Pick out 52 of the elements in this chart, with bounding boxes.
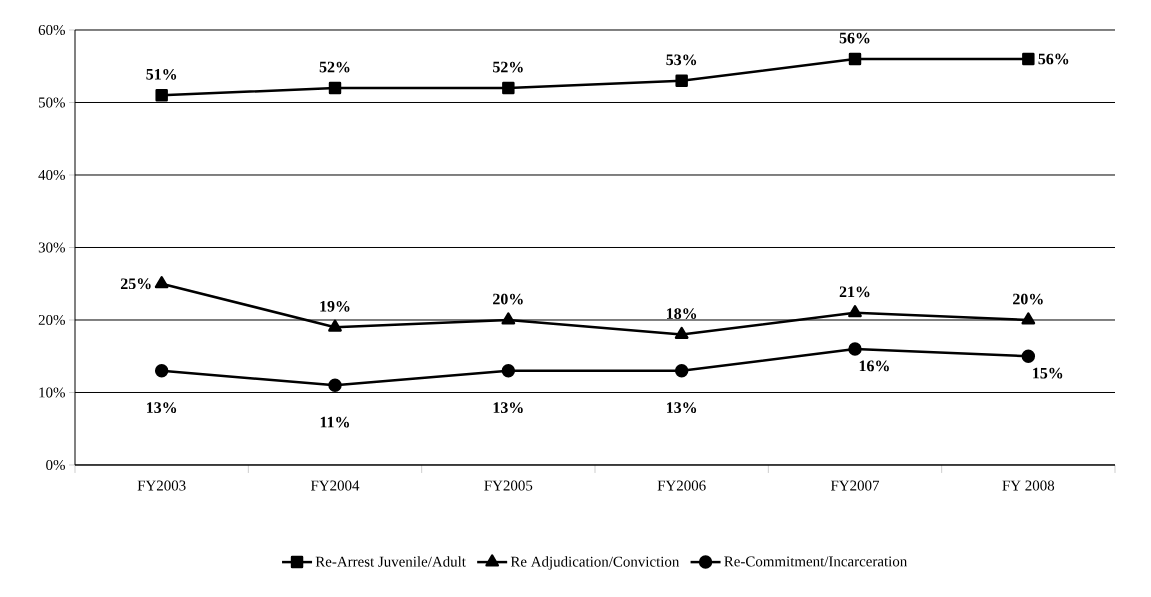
y-tick-label: 30% [38, 242, 65, 253]
x-tick-label: FY2006 [657, 480, 706, 491]
point [848, 305, 862, 318]
point [675, 74, 688, 87]
data-label: 16% [859, 360, 889, 372]
x-tick-label: FY2007 [830, 480, 880, 491]
point [155, 89, 168, 102]
point [328, 81, 342, 95]
point [154, 364, 169, 378]
data-label: 11% [320, 416, 350, 428]
data-label: 19% [320, 300, 350, 312]
point [502, 81, 515, 95]
data-label: 13% [493, 402, 523, 414]
point [154, 276, 169, 289]
point [501, 312, 516, 325]
point [328, 319, 342, 332]
y-tick-label: 40% [38, 169, 65, 181]
data-label: 52% [319, 61, 350, 73]
data-label: 18% [667, 308, 697, 319]
y-tick-label: 20% [38, 314, 65, 326]
y-tick-label: 60% [38, 24, 65, 36]
data-label: 52% [493, 61, 523, 73]
data-label: 21% [839, 286, 870, 298]
x-tick-label: FY2004 [310, 480, 360, 491]
x-tick-label: FY2003 [137, 480, 186, 491]
legend-label: Re-Commitment/Incarceration [724, 556, 908, 567]
point [674, 364, 689, 378]
data-label: 13% [147, 402, 177, 414]
point [1021, 349, 1036, 363]
point [1021, 312, 1036, 325]
data-label: 56% [1038, 53, 1069, 65]
point [501, 364, 516, 378]
x-tick-label: FY 2008 [1002, 480, 1055, 491]
data-label: 51% [146, 68, 177, 80]
data-label: 56% [839, 32, 870, 44]
data-label: 20% [493, 293, 523, 305]
data-label: 53% [666, 54, 697, 66]
point [674, 326, 689, 339]
data-label: 25% [120, 278, 151, 290]
point [1022, 52, 1035, 66]
data-label: 13% [667, 402, 697, 414]
x-tick-label: FY2005 [484, 480, 533, 491]
y-tick-label: 0% [46, 459, 65, 471]
y-tick-label: 10% [39, 387, 65, 398]
point [328, 378, 342, 392]
point [848, 342, 862, 356]
legend-label: Re Adjudication/Conviction [510, 556, 680, 570]
data-label: 15% [1033, 367, 1063, 379]
legend-label: Re-Arrest Juvenile/Adult [315, 556, 466, 567]
point [848, 52, 862, 66]
data-label: 20% [1013, 293, 1043, 305]
y-tick-label: 50% [38, 97, 65, 108]
